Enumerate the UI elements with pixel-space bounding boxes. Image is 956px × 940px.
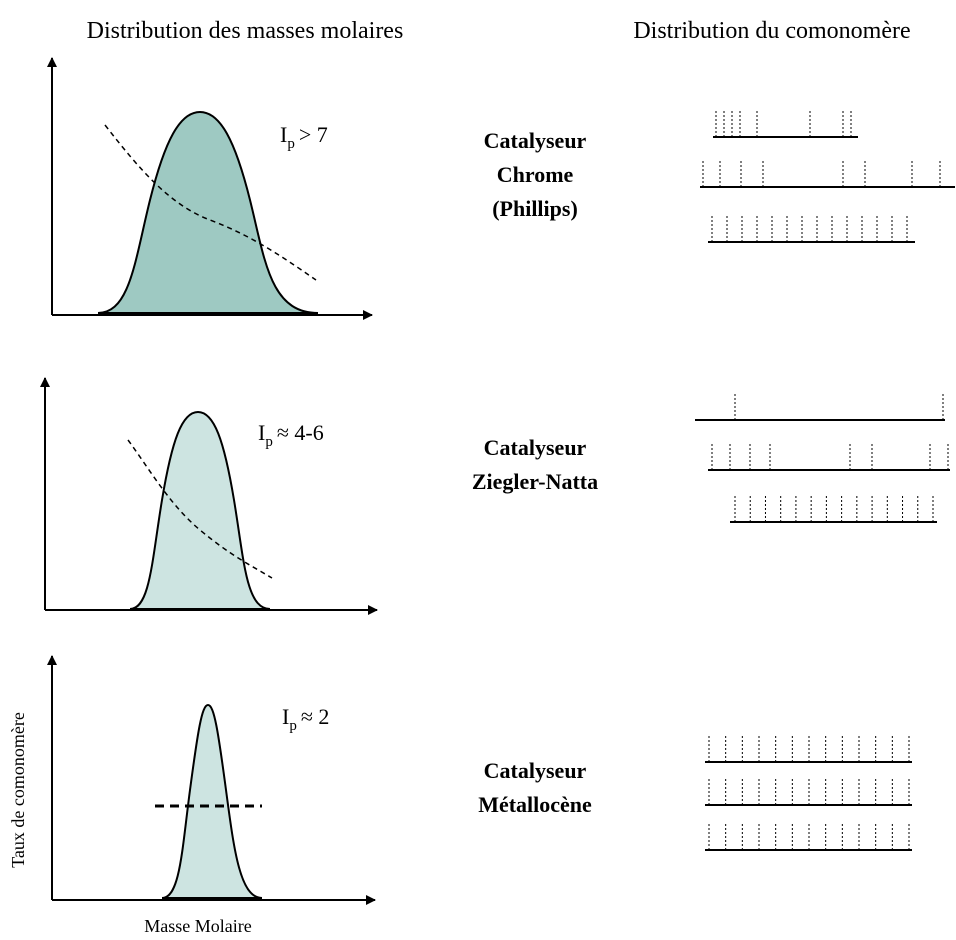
index-label: Ip ≈ 2 bbox=[282, 704, 329, 734]
index-label: Ip > 7 bbox=[280, 122, 328, 152]
catalyst-label: Chrome bbox=[497, 162, 574, 187]
catalyst-label: Ziegler-Natta bbox=[472, 469, 598, 494]
index-label: Ip ≈ 4-6 bbox=[258, 420, 324, 450]
catalyst-label: Métallocène bbox=[478, 792, 592, 817]
panel-2-plot bbox=[40, 377, 378, 615]
panel-1-plot bbox=[47, 57, 373, 320]
panel-3-plot bbox=[47, 655, 376, 905]
header-left: Distribution des masses molaires bbox=[87, 18, 404, 44]
y-axis-label: Taux de comonomère bbox=[8, 712, 28, 868]
comonomer-chains bbox=[695, 111, 955, 851]
catalyst-label: Catalyseur bbox=[484, 758, 587, 783]
x-axis-label: Masse Molaire bbox=[144, 916, 251, 936]
catalyst-label: Catalyseur bbox=[484, 128, 587, 153]
catalyst-label: (Phillips) bbox=[492, 196, 578, 221]
catalyst-label: Catalyseur bbox=[484, 435, 587, 460]
header-right: Distribution du comonomère bbox=[633, 18, 910, 44]
